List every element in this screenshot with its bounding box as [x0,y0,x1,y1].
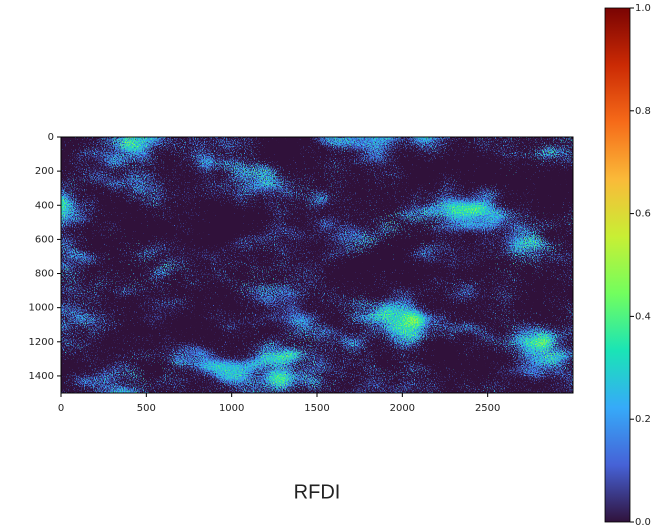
x-tick-label: 1000 [219,403,244,414]
y-tick-label: 600 [35,234,54,245]
colorbar-tick-label: 0.0 [635,517,651,528]
x-tick-label: 2500 [475,403,500,414]
y-tick-label: 400 [35,200,54,211]
y-tick-label: 0 [48,132,54,143]
colorbar-tick-label: 0.6 [635,209,651,220]
y-tick-label: 200 [35,166,54,177]
colorbar [605,8,630,522]
colorbar-tick-label: 0.4 [635,311,651,322]
colorbar-tick-label: 0.2 [635,414,651,425]
x-tick-label: 1500 [304,403,329,414]
chart: RFDI 0 500 1000 1500 2000 2500 0 200 400 600 800 10… [0,0,654,529]
colorbar-tick-label: 0.8 [635,106,651,117]
x-tick-label: 0 [58,403,64,414]
y-tick-label: 1000 [29,303,54,314]
colorbar-tick-label: 1.0 [635,3,651,14]
x-tick-label: 500 [137,403,156,414]
image [61,137,573,393]
y-tick-label: 1200 [29,337,54,348]
x-tick-label: 2000 [390,403,415,414]
chart-title: RFDI [294,481,341,503]
y-tick-label: 800 [35,269,54,280]
y-tick-label: 1400 [29,371,54,382]
